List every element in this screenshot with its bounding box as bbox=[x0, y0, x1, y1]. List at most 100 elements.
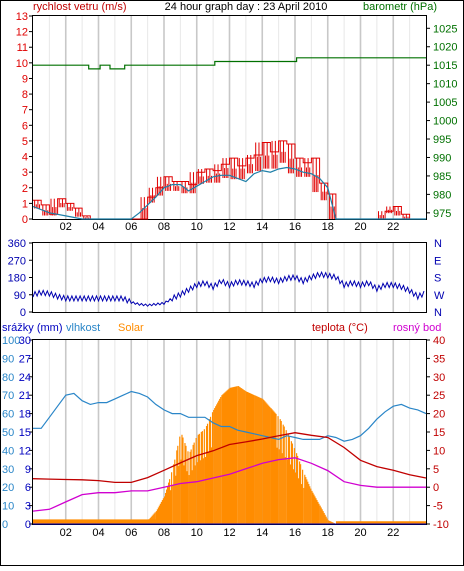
wind-y-tick-label: 7 bbox=[22, 105, 28, 117]
humidity-y-tick-label: 70 bbox=[2, 390, 14, 402]
x-tick-label: 04 bbox=[92, 221, 104, 233]
precip-y-tick-label: 27 bbox=[19, 353, 31, 365]
temperature-y-tick-label: 40 bbox=[433, 335, 445, 347]
precip-y-tick-label: 6 bbox=[25, 482, 31, 494]
wind-y-tick-label: 6 bbox=[22, 120, 28, 132]
direction-compass-label: N bbox=[434, 238, 442, 250]
x-tick-label: 18 bbox=[322, 527, 334, 539]
temperature-y-tick-label: 20 bbox=[433, 409, 445, 421]
wind-y-tick-label: 13 bbox=[16, 11, 28, 23]
precip-y-tick-label: 12 bbox=[19, 445, 31, 457]
x-tick-label: 08 bbox=[158, 221, 170, 233]
chart-title: 24 hour graph day : 23 April 2010 bbox=[165, 1, 328, 13]
temperature-y-tick-label: 15 bbox=[433, 427, 445, 439]
direction-y-tick-label: 0 bbox=[20, 307, 26, 319]
humidity-y-tick-label: 100 bbox=[2, 335, 20, 347]
x-tick-label: 04 bbox=[92, 527, 104, 539]
direction-compass-label: S bbox=[434, 273, 441, 285]
solar-bar bbox=[245, 391, 246, 524]
humidity-y-tick-label: 60 bbox=[2, 409, 14, 421]
precip-y-tick-label: 24 bbox=[19, 372, 31, 384]
wind-y-tick-label: 10 bbox=[16, 58, 28, 70]
pressure-y-tick-label: 980 bbox=[433, 189, 451, 201]
solar-bar bbox=[171, 472, 172, 524]
pressure-y-tick-label: 985 bbox=[433, 171, 451, 183]
solar-bar bbox=[310, 489, 311, 524]
wind-y-tick-label: 2 bbox=[22, 183, 28, 195]
solar-axis-title: Solar bbox=[118, 322, 144, 334]
wind-y-tick-label: 4 bbox=[22, 152, 28, 164]
x-tick-label: 02 bbox=[60, 221, 72, 233]
solar-bar bbox=[179, 437, 180, 524]
solar-bar bbox=[327, 518, 328, 524]
x-tick-label: 06 bbox=[125, 221, 137, 233]
solar-bar bbox=[286, 430, 287, 524]
x-tick-label: 18 bbox=[322, 221, 334, 233]
x-tick-label: 16 bbox=[289, 221, 301, 233]
direction-y-tick-label: 180 bbox=[8, 273, 26, 285]
dewpoint-axis-title: rosný bod bbox=[393, 322, 441, 334]
precip-y-tick-label: 9 bbox=[25, 464, 31, 476]
solar-bar bbox=[155, 512, 156, 524]
wind-y-tick-label: 0 bbox=[22, 214, 28, 226]
solar-bar bbox=[237, 386, 238, 524]
temperature-y-tick-label: 35 bbox=[433, 353, 445, 365]
x-tick-label: 14 bbox=[256, 527, 268, 539]
solar-bar bbox=[302, 470, 303, 524]
precip-y-tick-label: 15 bbox=[19, 427, 31, 439]
pressure-y-tick-label: 975 bbox=[433, 208, 451, 220]
direction-compass-label: W bbox=[434, 290, 445, 302]
x-tick-label: 12 bbox=[223, 221, 235, 233]
pressure-y-tick-label: 1025 bbox=[433, 23, 457, 35]
solar-bar bbox=[163, 498, 164, 524]
direction-y-tick-label: 270 bbox=[8, 255, 26, 267]
pressure-y-tick-label: 990 bbox=[433, 152, 451, 164]
solar-bar bbox=[220, 397, 221, 524]
wind-y-tick-label: 11 bbox=[17, 42, 28, 54]
humidity-y-tick-label: 90 bbox=[2, 353, 14, 365]
x-tick-label: 22 bbox=[387, 221, 399, 233]
wind-axis-title: rychlost vetru (m/s) bbox=[33, 1, 127, 13]
x-tick-label: 14 bbox=[256, 221, 268, 233]
wind-y-tick-label: 5 bbox=[22, 136, 28, 148]
humidity-y-tick-label: 20 bbox=[2, 482, 14, 494]
direction-y-tick-label: 360 bbox=[8, 238, 26, 250]
temperature-y-tick-label: 10 bbox=[433, 445, 445, 457]
solar-bar bbox=[269, 407, 270, 524]
temperature-y-tick-label: 25 bbox=[433, 390, 445, 402]
solar-bar bbox=[294, 448, 295, 524]
x-tick-label: 06 bbox=[125, 527, 137, 539]
precip-axis-title: srážky (mm) bbox=[2, 322, 63, 334]
precip-y-tick-label: 3 bbox=[25, 501, 31, 513]
direction-y-tick-label: 90 bbox=[14, 290, 26, 302]
direction-compass-label: E bbox=[434, 255, 441, 267]
x-tick-label: 10 bbox=[191, 221, 203, 233]
x-tick-label: 22 bbox=[387, 527, 399, 539]
temperature-y-tick-label: 5 bbox=[433, 464, 439, 476]
precip-y-tick-label: 18 bbox=[19, 409, 31, 421]
pressure-y-tick-label: 1020 bbox=[433, 42, 457, 54]
precip-y-tick-label: 30 bbox=[19, 335, 31, 347]
solar-bar bbox=[277, 416, 278, 524]
solar-bar bbox=[212, 412, 213, 524]
humidity-y-tick-label: 80 bbox=[2, 372, 14, 384]
humidity-y-tick-label: 40 bbox=[2, 445, 14, 457]
pressure-y-tick-label: 1010 bbox=[433, 79, 457, 91]
temperature-y-tick-label: -5 bbox=[433, 501, 443, 513]
direction-compass-label: N bbox=[434, 307, 442, 319]
wind-y-tick-label: 8 bbox=[22, 89, 28, 101]
x-tick-label: 02 bbox=[60, 527, 72, 539]
x-tick-label: 12 bbox=[223, 527, 235, 539]
humidity-y-tick-label: 10 bbox=[2, 501, 14, 513]
x-tick-label: 10 bbox=[191, 527, 203, 539]
humidity-y-tick-label: 0 bbox=[2, 519, 8, 531]
solar-bar bbox=[196, 438, 197, 524]
solar-bar bbox=[228, 389, 229, 524]
x-tick-label: 16 bbox=[289, 527, 301, 539]
precip-y-tick-label: 21 bbox=[19, 390, 31, 402]
solar-bar bbox=[187, 451, 188, 524]
solar-bar bbox=[253, 395, 254, 524]
humidity-y-tick-label: 50 bbox=[2, 427, 14, 439]
